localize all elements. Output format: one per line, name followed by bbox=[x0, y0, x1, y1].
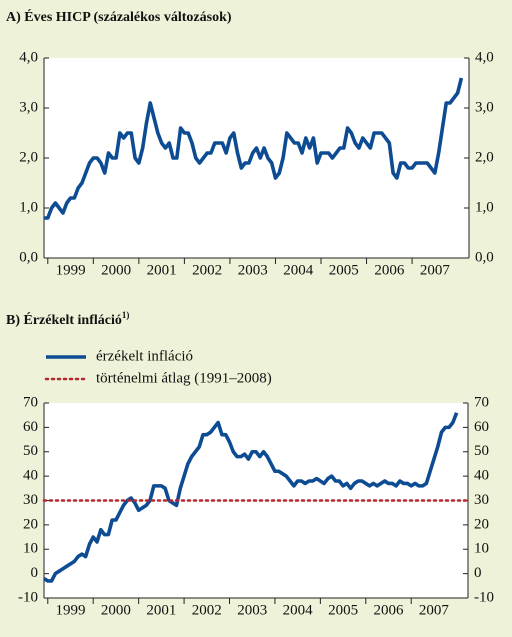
legend-label: érzékelt infláció bbox=[96, 348, 193, 364]
y-tick-label: -10 bbox=[18, 589, 38, 605]
y-tick-label: 3,0 bbox=[19, 99, 38, 115]
y2-tick-label: 0 bbox=[474, 565, 482, 581]
x-tick-label: 2001 bbox=[147, 262, 177, 278]
x-tick-label: 2001 bbox=[146, 602, 176, 618]
y2-tick-label: 60 bbox=[474, 419, 489, 435]
y2-tick-label: 0,0 bbox=[475, 249, 494, 265]
y2-tick-label: 20 bbox=[474, 516, 489, 532]
y2-tick-label: 70 bbox=[474, 394, 489, 410]
x-tick-label: 2005 bbox=[328, 602, 358, 618]
x-tick-label: 2003 bbox=[237, 602, 267, 618]
x-tick-label: 1999 bbox=[56, 262, 86, 278]
x-tick-label: 2000 bbox=[101, 262, 131, 278]
data-line bbox=[44, 77, 464, 220]
chart-title: A) Éves HICP (százalékos változások) bbox=[6, 8, 232, 25]
y2-tick-label: 50 bbox=[474, 443, 489, 459]
y2-tick-label: -10 bbox=[474, 589, 494, 605]
data-line bbox=[43, 412, 459, 583]
y-tick-label: 1,0 bbox=[19, 199, 38, 215]
x-tick-label: 2004 bbox=[283, 262, 314, 278]
y-tick-label: 10 bbox=[23, 541, 38, 557]
x-tick-label: 2005 bbox=[329, 262, 359, 278]
chart-title: B) Érzékelt infláció1) bbox=[6, 310, 129, 328]
y-tick-label: 60 bbox=[23, 419, 38, 435]
x-tick-label: 1999 bbox=[56, 602, 86, 618]
x-tick-label: 2007 bbox=[420, 262, 451, 278]
x-tick-label: 2004 bbox=[283, 602, 314, 618]
x-tick-label: 2003 bbox=[238, 262, 268, 278]
y-tick-label: 70 bbox=[23, 394, 38, 410]
y-tick-label: 30 bbox=[23, 492, 38, 508]
y-tick-label: 2,0 bbox=[19, 149, 38, 165]
y2-tick-label: 4,0 bbox=[475, 49, 494, 65]
y-tick-label: 20 bbox=[23, 516, 38, 532]
y-tick-label: 40 bbox=[23, 468, 38, 484]
x-tick-label: 2006 bbox=[374, 602, 405, 618]
y-tick-label: 0 bbox=[31, 565, 39, 581]
x-tick-label: 2000 bbox=[101, 602, 131, 618]
y2-tick-label: 30 bbox=[474, 492, 489, 508]
y-tick-label: 0,0 bbox=[19, 249, 38, 265]
y2-tick-label: 40 bbox=[474, 468, 489, 484]
x-tick-label: 2002 bbox=[192, 602, 222, 618]
x-tick-label: 2007 bbox=[419, 602, 450, 618]
y2-tick-label: 2,0 bbox=[475, 149, 494, 165]
y-tick-label: 4,0 bbox=[19, 49, 38, 65]
chart-title: B) Érzékelt infláció bbox=[6, 311, 122, 328]
x-tick-label: 2006 bbox=[374, 262, 405, 278]
y2-tick-label: 3,0 bbox=[475, 99, 494, 115]
y2-tick-label: 10 bbox=[474, 541, 489, 557]
legend-label: történelmi átlag (1991–2008) bbox=[96, 370, 272, 386]
title-note: 1) bbox=[122, 310, 130, 320]
x-tick-label: 2002 bbox=[192, 262, 222, 278]
y-tick-label: 50 bbox=[23, 443, 38, 459]
y2-tick-label: 1,0 bbox=[475, 199, 494, 215]
